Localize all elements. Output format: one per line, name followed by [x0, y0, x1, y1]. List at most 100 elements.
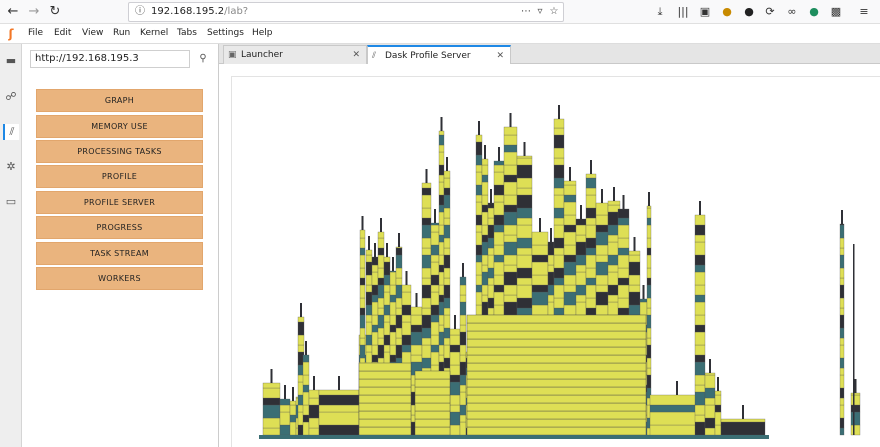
flame-frame [297, 344, 305, 353]
tab-launcher[interactable]: ▣ Launcher ✕ [223, 45, 367, 64]
flame-frame [302, 384, 310, 393]
forward-arrow-icon[interactable]: → [28, 4, 40, 19]
progress-button[interactable]: PROGRESS [36, 216, 203, 239]
flame-frame [628, 250, 641, 256]
flame-frame [575, 294, 587, 303]
folder-icon[interactable]: ▬ [5, 54, 17, 67]
sidebar-icon[interactable]: ▣ [699, 5, 711, 18]
menu-settings[interactable]: Settings [207, 28, 244, 38]
flame-frame [503, 301, 518, 316]
flame-frame [365, 314, 373, 323]
menu-run[interactable]: Run [113, 28, 131, 38]
sync-icon[interactable]: ⟳ [765, 5, 775, 18]
flame-frame [839, 404, 845, 419]
flame-frame [839, 417, 845, 429]
flame-frame [443, 277, 451, 286]
menu-icon[interactable]: ≡ [859, 5, 869, 18]
tab-bar: ▣ Launcher ✕ ⫽ Dask Profile Server ✕ [219, 44, 880, 64]
profile-button[interactable]: PROFILE [36, 165, 203, 188]
flame-frame [377, 314, 385, 329]
back-arrow-icon[interactable]: ← [7, 4, 19, 19]
flame-frame [720, 418, 766, 423]
profile-server-button[interactable]: PROFILE SERVER [36, 191, 203, 214]
flame-frame [720, 421, 766, 436]
pocket-icon[interactable]: ▿ [537, 6, 543, 17]
flame-frame [302, 421, 310, 436]
more-icon[interactable]: ⋯ [521, 6, 531, 17]
flame-frame [694, 391, 706, 406]
flame-frame [365, 274, 373, 286]
flame-frame [438, 301, 445, 316]
flame-frame [386, 243, 388, 257]
flame-frame [421, 182, 432, 189]
flame-frame [487, 202, 495, 209]
flame-frame [421, 237, 432, 249]
flame-frame [563, 224, 577, 233]
flame-frame [563, 304, 577, 316]
search-icon[interactable]: ⚲ [199, 53, 207, 64]
flame-frame [487, 267, 495, 279]
flame-frame [475, 154, 483, 166]
flame-frame [563, 214, 577, 226]
flame-frame [475, 214, 483, 226]
flame-frame [493, 274, 505, 286]
flame-frame [531, 274, 549, 286]
download-icon[interactable]: ⤓ [657, 5, 663, 18]
library-icon[interactable]: ||| [677, 5, 689, 18]
task-stream-button[interactable]: TASK STREAM [36, 242, 203, 265]
flame-frame [475, 184, 483, 196]
flame-frame [358, 386, 412, 396]
flame-frame [601, 189, 603, 203]
flame-frame [371, 264, 379, 273]
flame-frame [430, 231, 440, 246]
flame-frame [377, 254, 385, 269]
close-icon[interactable]: ✕ [352, 50, 360, 60]
reload-icon[interactable]: ↻ [49, 4, 61, 19]
menu-help[interactable]: Help [252, 28, 273, 38]
extension-icon[interactable]: ● [809, 5, 819, 18]
tab-dask-profile-server[interactable]: ⫽ Dask Profile Server ✕ [367, 45, 511, 64]
menu-tabs[interactable]: Tabs [177, 28, 197, 38]
bookmark-star-icon[interactable]: ☆ [549, 6, 559, 17]
flame-frame [308, 397, 320, 406]
palette-icon[interactable]: ✲ [6, 160, 16, 173]
flame-frame [628, 261, 641, 276]
flame-frame [516, 247, 533, 256]
link-icon[interactable]: ∞ [787, 5, 797, 18]
graph-button[interactable]: GRAPH [36, 89, 203, 112]
flame-frame [841, 210, 843, 224]
close-icon[interactable]: ✕ [496, 51, 504, 61]
extension-icon[interactable]: ● [744, 5, 754, 18]
workers-button[interactable]: WORKERS [36, 267, 203, 290]
flame-frame [438, 211, 445, 226]
processing-tasks-button[interactable]: PROCESSING TASKS [36, 140, 203, 163]
memory-use-button[interactable]: MEMORY USE [36, 115, 203, 138]
flame-frame [401, 344, 412, 353]
menu-view[interactable]: View [82, 28, 104, 38]
puzzle-icon[interactable]: ▩ [830, 5, 842, 18]
flame-frame [617, 307, 630, 316]
flame-frame [595, 244, 609, 256]
flame-frame [466, 402, 647, 412]
extension-icon[interactable]: ● [722, 5, 732, 18]
dask-icon[interactable]: ⫽ [3, 124, 19, 140]
flame-frame [478, 121, 480, 135]
flame-frame [563, 284, 577, 293]
menu-kernel[interactable]: Kernel [140, 28, 169, 38]
flame-frame [481, 284, 489, 296]
flame-frame [475, 304, 483, 316]
menu-file[interactable]: File [28, 28, 44, 38]
info-icon[interactable]: ⓘ [135, 6, 145, 17]
menu-edit[interactable]: Edit [54, 28, 72, 38]
flame-frame [459, 374, 467, 386]
flame-frame [595, 284, 609, 293]
tabs-icon[interactable]: ▭ [5, 195, 17, 208]
flame-graph[interactable] [219, 64, 880, 447]
flame-frame [383, 291, 391, 306]
address-bar[interactable]: ⓘ 192.168.195.2/lab? ⋯ ▿ ☆ [128, 2, 564, 22]
running-icon[interactable]: ☍ [5, 90, 17, 103]
flame-frame [493, 261, 505, 276]
flame-frame [289, 414, 297, 423]
dask-url-input[interactable]: http://192.168.195.3 [30, 50, 190, 68]
flame-frame [313, 376, 315, 390]
